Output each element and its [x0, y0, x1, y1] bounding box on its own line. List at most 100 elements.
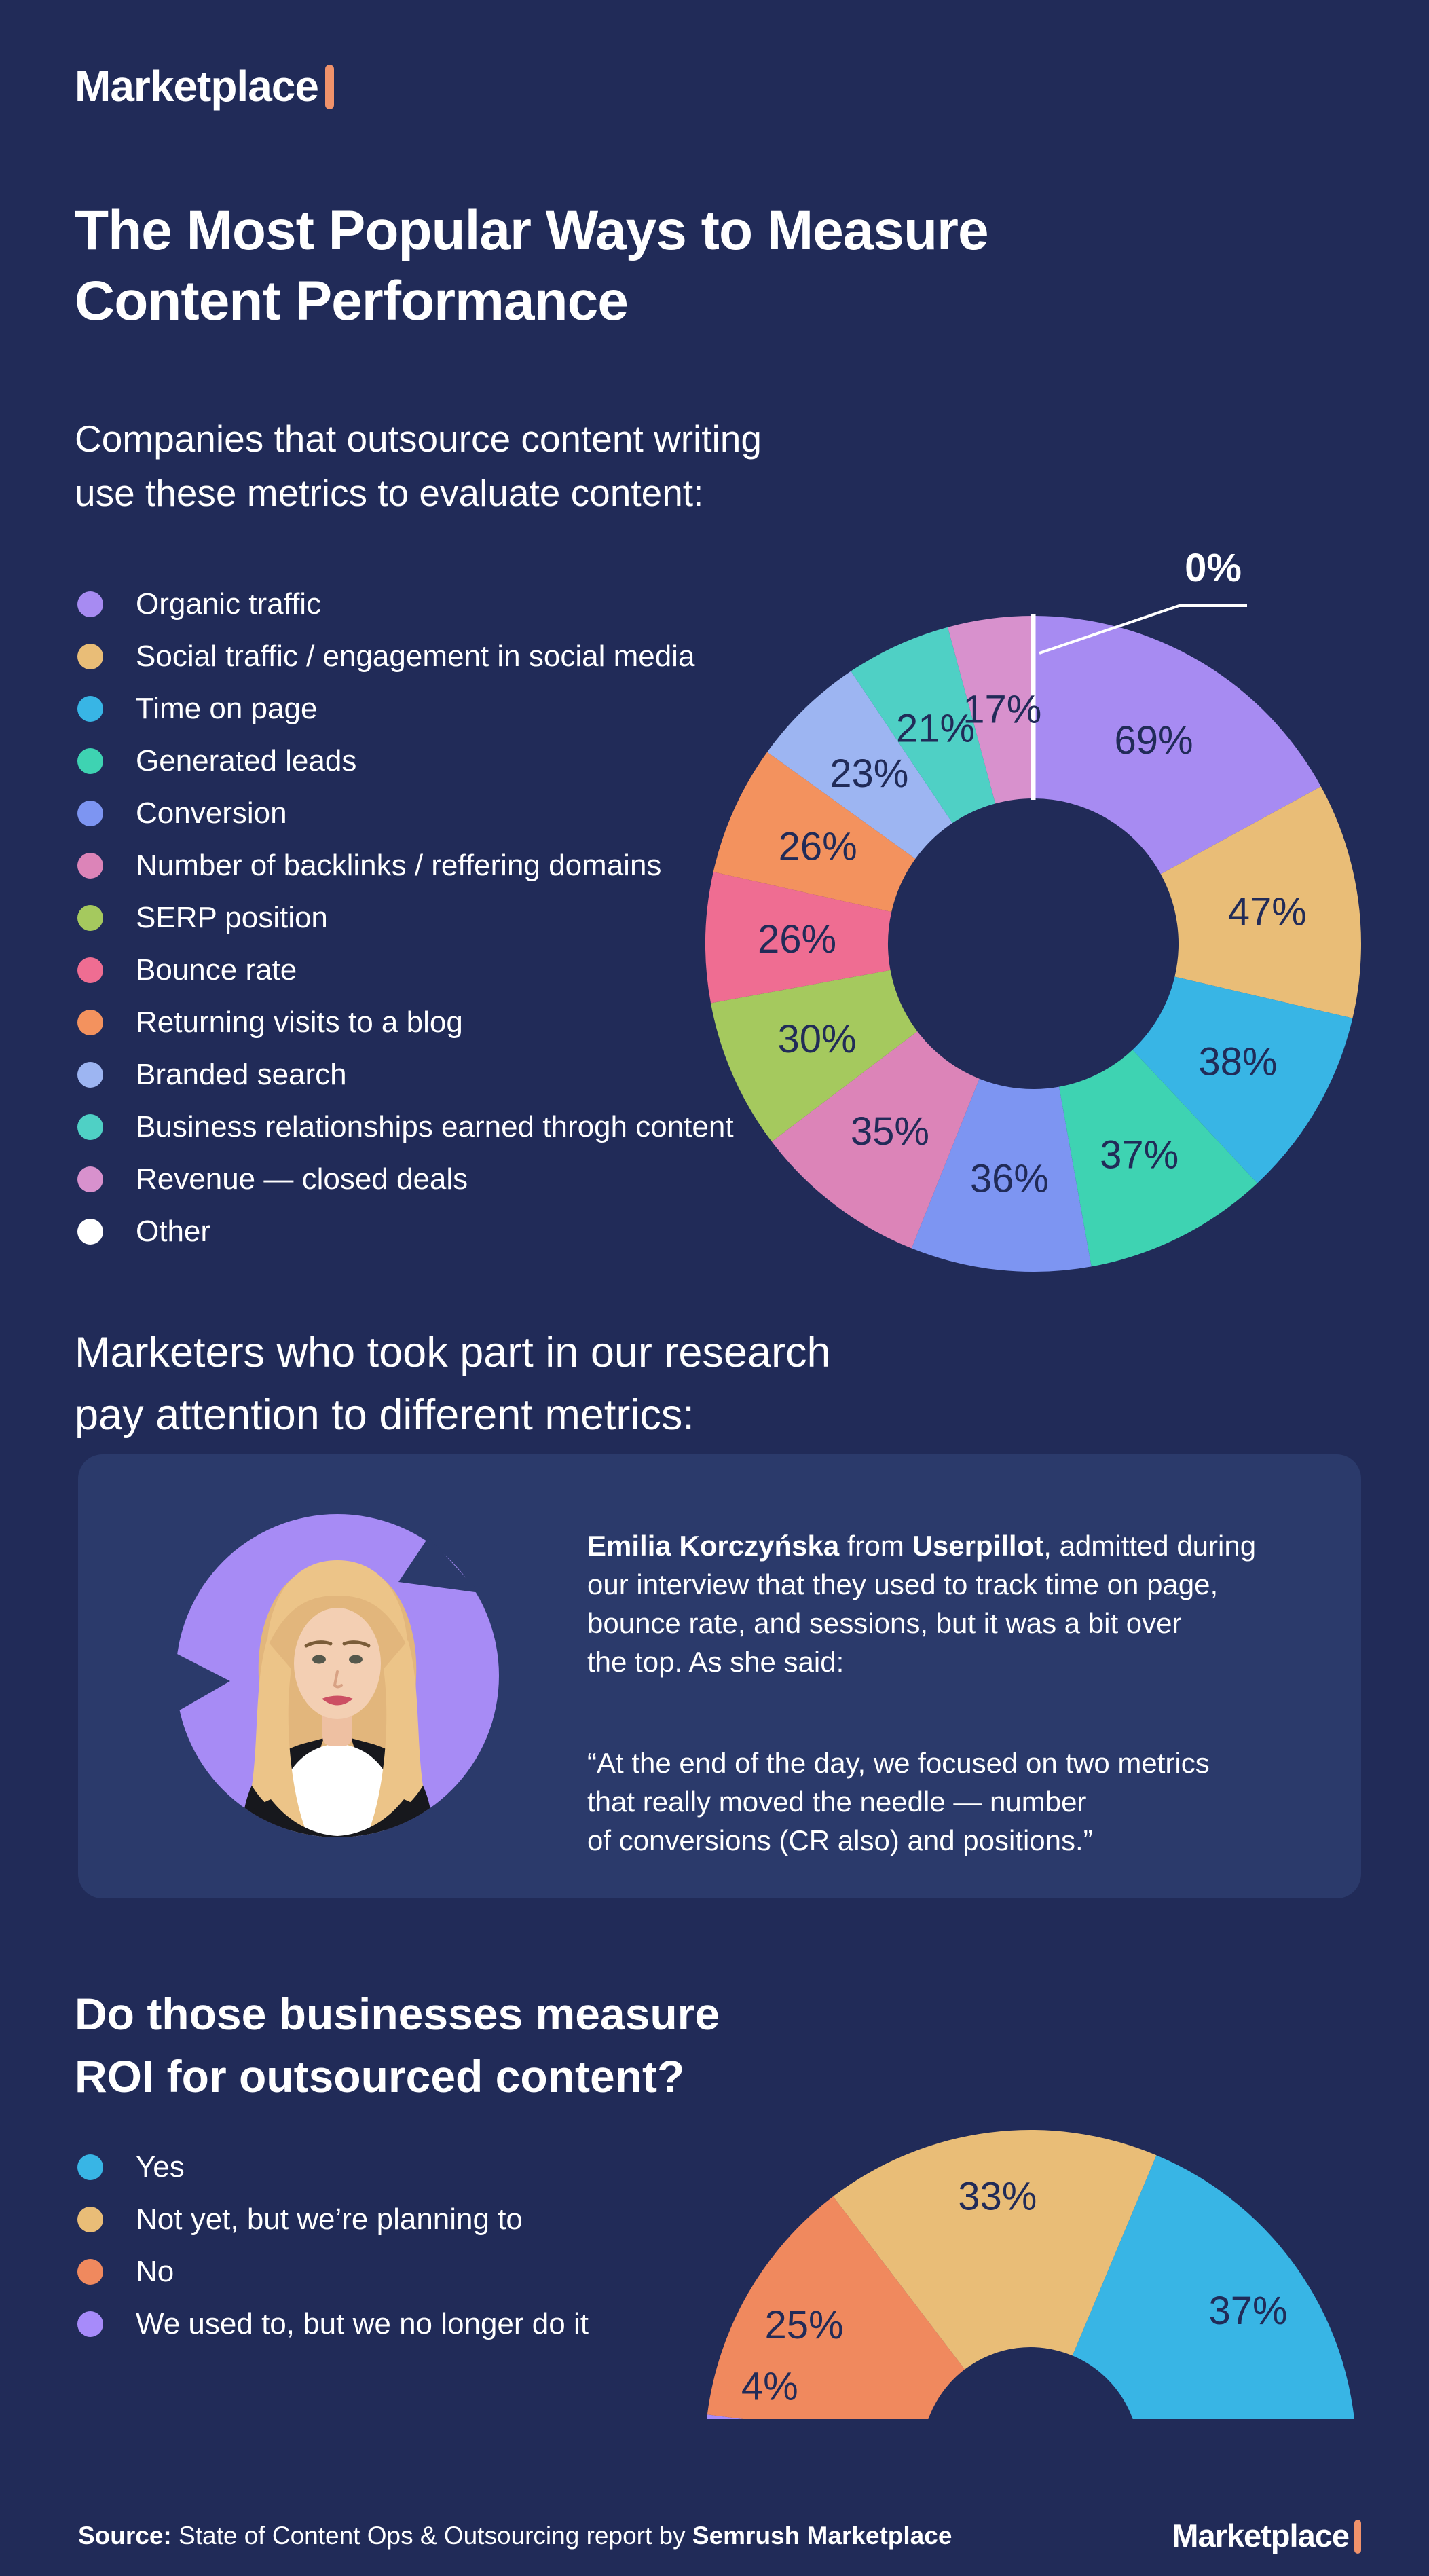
- page-title-line2: Content Performance: [75, 270, 629, 332]
- legend-item-business-relationships-earned-throgh-content: Business relationships earned throgh con…: [77, 1110, 734, 1143]
- legend-dot: [77, 696, 103, 722]
- roi-heading-line2: ROI for outsourced content?: [75, 2051, 685, 2101]
- half-donut-base-mask: [684, 2419, 1377, 2439]
- legend-dot: [77, 957, 103, 983]
- legend-dot: [77, 853, 103, 879]
- metrics-legend: Organic traffic Social traffic / engageme…: [77, 589, 734, 1247]
- legend-item-no: No: [77, 2255, 589, 2288]
- legend-item-bounce-rate: Bounce rate: [77, 953, 734, 987]
- legend-label: No: [136, 2255, 174, 2288]
- donut-slice-returning-visits-to-a-blog: [713, 752, 916, 913]
- roi-section-heading: Do those businesses measure ROI for outs…: [75, 1983, 720, 2108]
- legend-dot: [77, 905, 103, 931]
- donut-slice-social-traffic-engagement-in-social-media: [1160, 786, 1361, 1018]
- slice-value-label: 25%: [765, 2303, 844, 2347]
- legend-label: Conversion: [136, 796, 287, 830]
- donut-slice-generated-leads: [1058, 1050, 1258, 1267]
- slice-value-label: 17%: [963, 688, 1041, 732]
- slice-value-label: 36%: [970, 1157, 1049, 1201]
- footer: Source: State of Content Ops & Outsourci…: [78, 2505, 1361, 2566]
- portrait-notch-left: [176, 1653, 230, 1712]
- half-donut-slice-yes: [1072, 2155, 1356, 2439]
- slice-value-label: 47%: [1228, 889, 1307, 934]
- legend-dot: [77, 748, 103, 774]
- slice-value-label: 21%: [896, 707, 975, 751]
- slice-value-label: 69%: [1114, 718, 1193, 762]
- quote-card-intro-segment: from: [839, 1530, 912, 1562]
- emilia-portrait: [176, 1514, 499, 1837]
- legend-label: Number of backlinks / reffering domains: [136, 849, 662, 882]
- brand-logo-text: Marketplace: [75, 62, 319, 111]
- marketers-heading-line2: pay attention to different metrics:: [75, 1391, 694, 1439]
- slice-value-label: 37%: [1208, 2289, 1287, 2333]
- quote-card-intro-segment: Emilia Korczyńska: [587, 1530, 840, 1562]
- roi-half-donut-chart: 4% 25% 33% 37%: [684, 2130, 1377, 2439]
- legend-label: Business relationships earned throgh con…: [136, 1110, 734, 1143]
- legend-dot: [77, 1114, 103, 1140]
- quote-card-quote-text: “At the end of the day, we focused on tw…: [587, 1747, 1210, 1856]
- slice-value-label: 26%: [779, 825, 857, 869]
- donut-slice-revenue-closed-deals: [948, 616, 1033, 804]
- legend-item-time-on-page: Time on page: [77, 692, 734, 725]
- footer-brand-logo-text: Marketplace: [1172, 2518, 1350, 2554]
- legend-dot: [77, 644, 103, 669]
- legend-item-conversion: Conversion: [77, 796, 734, 830]
- quote-card-intro-segment: Userpillot: [912, 1530, 1044, 1562]
- portrait-illustration: [241, 1560, 434, 1837]
- slice-value-label: 30%: [777, 1017, 856, 1061]
- slice-value-label: 26%: [758, 917, 836, 961]
- legend-item-we-used-to-but-we-no-longer-do-it: We used to, but we no longer do it: [77, 2308, 589, 2340]
- legend-dot: [77, 1010, 103, 1035]
- quote-card-intro-text: Emilia Korczyńska from Userpillot, admit…: [587, 1526, 1337, 1681]
- legend-item-yes: Yes: [77, 2152, 589, 2183]
- page-title: The Most Popular Ways to Measure Content…: [75, 196, 989, 337]
- legend-item-branded-search: Branded search: [77, 1058, 734, 1091]
- page-subtitle-line2: use these metrics to evaluate content:: [75, 472, 704, 514]
- legend-label: Social traffic / engagement in social me…: [136, 640, 695, 673]
- legend-label: Returning visits to a blog: [136, 1006, 463, 1039]
- zero-callout-label: 0%: [1185, 546, 1242, 590]
- legend-item-revenue-closed-deals: Revenue — closed deals: [77, 1162, 734, 1196]
- legend-item-number-of-backlinks-reffering-domains: Number of backlinks / reffering domains: [77, 849, 734, 882]
- legend-dot: [77, 2154, 103, 2180]
- footer-brand-logo: Marketplace: [1172, 2518, 1361, 2554]
- page-title-line1: The Most Popular Ways to Measure: [75, 200, 989, 261]
- legend-item-generated-leads: Generated leads: [77, 744, 734, 777]
- legend-label: Time on page: [136, 692, 318, 725]
- donut-slice-business-relationships-earned-throgh-content: [851, 627, 996, 824]
- brand-logo: Marketplace: [75, 62, 334, 110]
- slice-value-label: 4%: [741, 2365, 798, 2409]
- legend-item-serp-position: SERP position: [77, 901, 734, 934]
- legend-label: Revenue — closed deals: [136, 1162, 468, 1196]
- legend-label: Other: [136, 1215, 211, 1248]
- quote-card-intro-segment: , admitted during our interview that the…: [587, 1530, 1257, 1678]
- roi-heading-line1: Do those businesses measure: [75, 1989, 720, 2039]
- legend-item-social-traffic-engagement-in-social-media: Social traffic / engagement in social me…: [77, 640, 734, 673]
- page-subtitle-line1: Companies that outsource content writing: [75, 418, 762, 460]
- donut-slice-serp-position: [711, 970, 918, 1142]
- slice-value-label: 33%: [958, 2175, 1037, 2219]
- slice-value-label: 23%: [830, 752, 908, 796]
- legend-label: Branded search: [136, 1058, 347, 1091]
- footer-brand-logo-bar-icon: [1354, 2520, 1361, 2554]
- source-text: State of Content Ops & Outsourcing repor…: [171, 2522, 692, 2550]
- slice-value-label: 38%: [1198, 1040, 1277, 1084]
- source-line: Source: State of Content Ops & Outsourci…: [78, 2520, 952, 2552]
- legend-dot: [77, 1062, 103, 1088]
- legend-label: Bounce rate: [136, 953, 297, 987]
- source-label: Source:: [78, 2522, 172, 2550]
- metrics-donut-chart: 69% 47% 38% 37% 36% 35% 30% 26% 26% 23%21%17% 0%: [705, 546, 1361, 1272]
- marketers-heading-line1: Marketers who took part in our research: [75, 1329, 831, 1376]
- marketers-section-heading: Marketers who took part in our research …: [75, 1321, 830, 1446]
- slice-value-label: 37%: [1100, 1133, 1179, 1177]
- slice-value-label: 35%: [851, 1109, 929, 1154]
- portrait-notch-right: [398, 1537, 480, 1593]
- donut-slice-bounce-rate: [705, 872, 892, 1004]
- legend-label: Generated leads: [136, 744, 357, 777]
- legend-dot: [77, 1219, 103, 1245]
- source-brand: Semrush Marketplace: [692, 2522, 952, 2550]
- legend-item-returning-visits-to-a-blog: Returning visits to a blog: [77, 1006, 734, 1039]
- legend-dot: [77, 2207, 103, 2232]
- legend-label: SERP position: [136, 901, 328, 934]
